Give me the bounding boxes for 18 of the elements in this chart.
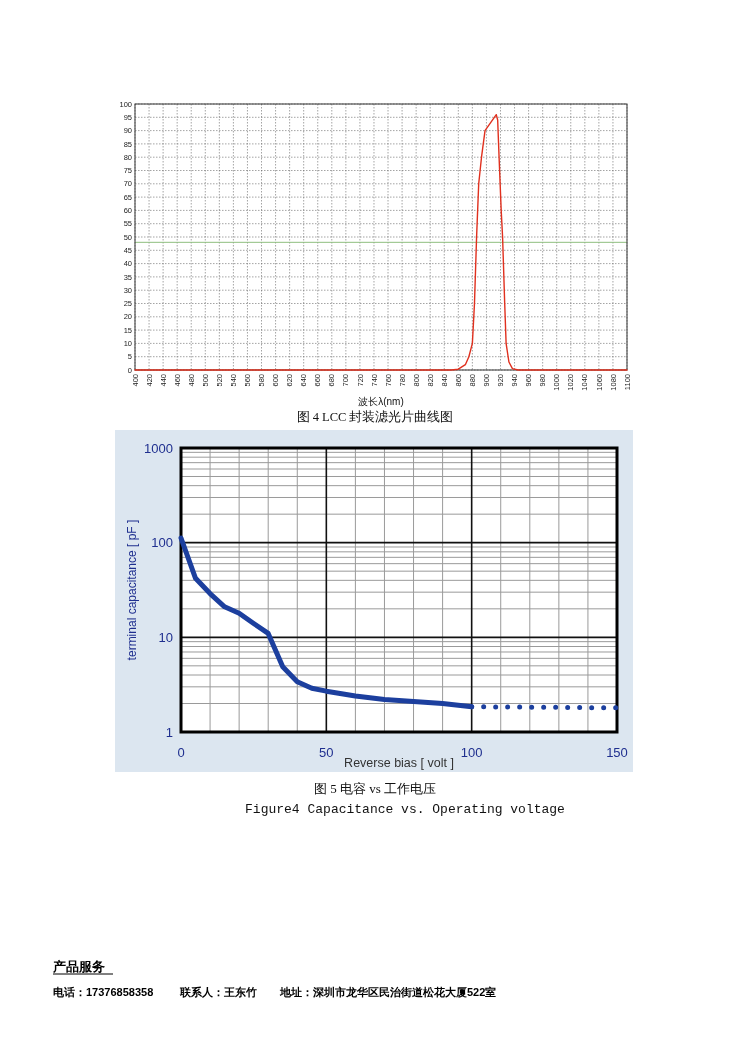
y-tick-label: 10 — [158, 629, 173, 645]
x-axis-title: Reverse bias [ volt ] — [344, 756, 454, 770]
x-tick-label: 50 — [319, 745, 334, 760]
text: 电话：17376858358 — [53, 986, 154, 998]
x-tick-label: 0 — [177, 745, 185, 760]
x-axis-title: 波长λ(nm) — [358, 396, 404, 407]
y-axis-title: terminal capacitance [ pF ] — [125, 519, 139, 661]
text: 联系人：王东竹 — [179, 986, 257, 999]
text: 图 5 电容 vs 工作电压 — [313, 781, 437, 796]
y-tick-label: 100 — [151, 535, 173, 551]
y-tick-label: 1000 — [144, 440, 173, 456]
text: 产品服务 — [52, 959, 105, 974]
y-tick-label: 1 — [165, 724, 173, 740]
text: 图 4 LCC 封装滤光片曲线图 — [296, 410, 454, 424]
text: Figure4 Capacitance vs. Operating voltage — [245, 802, 565, 817]
text: 地址：深圳市龙华区民治街道松花大厦522室 — [279, 986, 497, 998]
x-tick-label: 100 — [460, 745, 483, 760]
x-tick-label: 150 — [606, 745, 628, 760]
